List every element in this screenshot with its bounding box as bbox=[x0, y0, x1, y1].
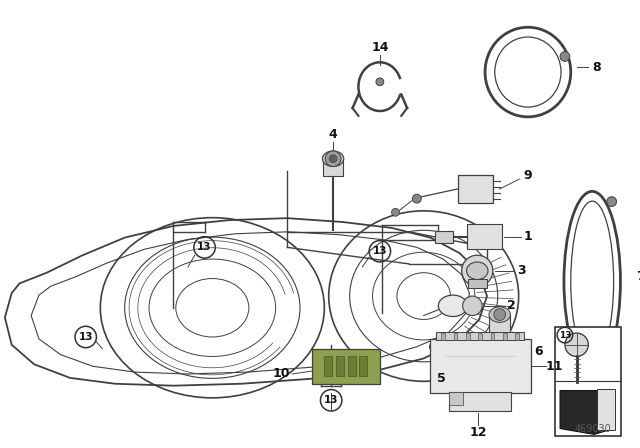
Ellipse shape bbox=[429, 340, 457, 353]
FancyBboxPatch shape bbox=[466, 333, 470, 340]
Ellipse shape bbox=[438, 295, 468, 317]
FancyBboxPatch shape bbox=[312, 349, 380, 384]
Text: 7: 7 bbox=[637, 270, 640, 283]
Text: 12: 12 bbox=[470, 426, 487, 439]
FancyBboxPatch shape bbox=[348, 357, 355, 376]
FancyBboxPatch shape bbox=[468, 279, 487, 288]
Circle shape bbox=[325, 151, 341, 167]
FancyBboxPatch shape bbox=[491, 333, 495, 340]
Text: 5: 5 bbox=[437, 372, 445, 385]
FancyBboxPatch shape bbox=[449, 392, 463, 405]
FancyBboxPatch shape bbox=[323, 159, 343, 176]
FancyBboxPatch shape bbox=[478, 333, 482, 340]
Text: 6: 6 bbox=[534, 345, 543, 358]
FancyBboxPatch shape bbox=[324, 357, 332, 376]
Text: 3: 3 bbox=[516, 264, 525, 277]
FancyBboxPatch shape bbox=[515, 333, 519, 340]
Text: 469030: 469030 bbox=[575, 424, 612, 435]
FancyBboxPatch shape bbox=[454, 333, 458, 340]
Text: 13: 13 bbox=[197, 242, 212, 252]
FancyBboxPatch shape bbox=[429, 339, 531, 392]
Text: 8: 8 bbox=[592, 60, 600, 73]
Text: 1: 1 bbox=[524, 230, 532, 243]
Text: 11: 11 bbox=[545, 360, 563, 373]
FancyBboxPatch shape bbox=[503, 333, 507, 340]
Circle shape bbox=[392, 208, 399, 216]
FancyBboxPatch shape bbox=[597, 388, 614, 430]
Circle shape bbox=[463, 296, 482, 315]
Text: 2: 2 bbox=[507, 299, 516, 312]
FancyBboxPatch shape bbox=[441, 333, 445, 340]
FancyBboxPatch shape bbox=[449, 392, 511, 411]
Text: 4: 4 bbox=[329, 128, 337, 141]
Ellipse shape bbox=[467, 262, 488, 280]
Circle shape bbox=[494, 309, 506, 320]
FancyBboxPatch shape bbox=[458, 175, 493, 202]
FancyBboxPatch shape bbox=[555, 327, 621, 436]
FancyBboxPatch shape bbox=[467, 224, 502, 250]
FancyBboxPatch shape bbox=[435, 231, 453, 242]
Text: 10: 10 bbox=[273, 367, 290, 380]
Text: 9: 9 bbox=[524, 169, 532, 182]
Circle shape bbox=[329, 155, 337, 163]
Ellipse shape bbox=[323, 151, 344, 167]
FancyBboxPatch shape bbox=[436, 332, 524, 340]
Text: 13: 13 bbox=[559, 331, 571, 340]
Circle shape bbox=[607, 197, 616, 207]
Circle shape bbox=[413, 194, 421, 203]
Circle shape bbox=[560, 52, 570, 61]
FancyBboxPatch shape bbox=[489, 314, 510, 349]
FancyBboxPatch shape bbox=[336, 357, 344, 376]
Circle shape bbox=[461, 255, 493, 286]
Circle shape bbox=[565, 333, 588, 357]
Ellipse shape bbox=[489, 307, 510, 323]
Text: 13: 13 bbox=[324, 395, 339, 405]
Text: 13: 13 bbox=[79, 332, 93, 342]
FancyBboxPatch shape bbox=[360, 357, 367, 376]
Polygon shape bbox=[560, 391, 614, 435]
Text: 13: 13 bbox=[372, 246, 387, 256]
Circle shape bbox=[376, 78, 384, 86]
Text: 14: 14 bbox=[371, 41, 388, 54]
